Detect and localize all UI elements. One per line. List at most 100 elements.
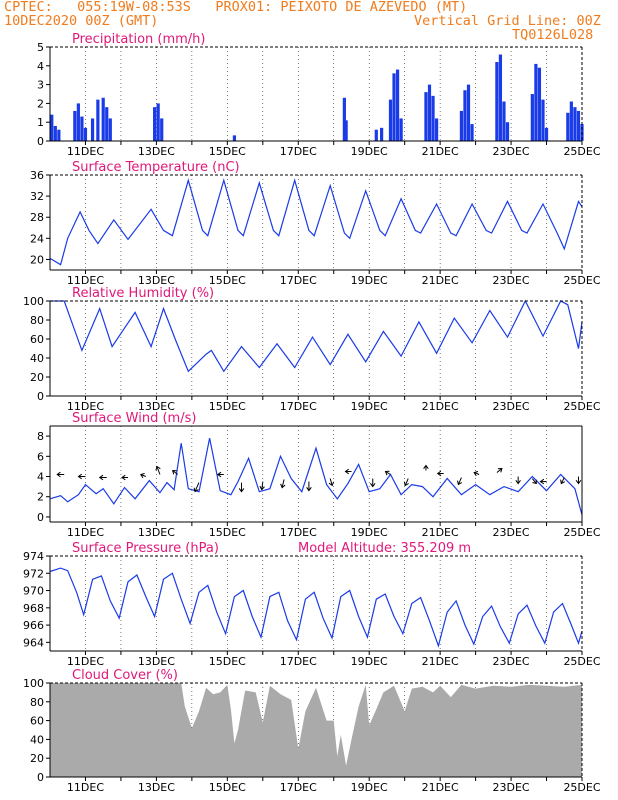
x-tick-label: 23DEC <box>493 274 530 287</box>
precip-bar <box>374 129 378 141</box>
wind-arrow-head <box>515 480 521 485</box>
precip-bar <box>73 110 77 141</box>
wind-arrow-head <box>403 481 409 487</box>
wind-arrow-head <box>328 481 335 487</box>
panel-1: 20 24 28 32 36 11DEC 13DEC 15DEC 17DEC 19DEC 21DEC… <box>30 160 601 287</box>
wind-arrow <box>560 477 565 484</box>
wind-arrow-head <box>77 473 82 480</box>
x-tick-label: 21DEC <box>422 526 459 539</box>
y-tick-label: 60 <box>30 333 44 346</box>
x-tick-label: 21DEC <box>422 655 459 668</box>
precip-bar <box>50 114 54 141</box>
x-tick-label: 13DEC <box>138 526 175 539</box>
wind-arrow <box>531 478 537 484</box>
x-tick-label: 19DEC <box>351 145 388 158</box>
x-tick-label: 11DEC <box>67 655 104 668</box>
wind-arrow-head <box>193 487 199 493</box>
wind-arrow-head <box>384 470 390 476</box>
wind-arrow-head <box>121 474 126 481</box>
header-grid-line: Vertical Grid Line: 00Z <box>414 13 601 29</box>
precip-bar <box>495 62 499 141</box>
precip-bar <box>427 84 432 141</box>
precip-bar <box>544 127 549 141</box>
x-tick-label: 15DEC <box>209 781 246 794</box>
x-tick-label: 11DEC <box>67 400 104 413</box>
precip-bar <box>463 90 467 141</box>
y-tick-label: 36 <box>30 169 44 182</box>
panel-title: Surface Wind (m/s) <box>72 411 196 426</box>
precip-bar <box>537 67 542 141</box>
header-date: 10DEC2020 00Z (GMT) <box>4 13 159 29</box>
x-tick-label: 25DEC <box>563 526 600 539</box>
precip-bar <box>470 124 474 141</box>
y-tick-label: 2 <box>37 491 44 504</box>
precip-bar <box>459 110 464 141</box>
wind-arrow <box>457 477 462 485</box>
wind-arrow <box>281 479 285 488</box>
x-tick-label: 15DEC <box>209 655 246 668</box>
x-tick-label: 13DEC <box>138 655 175 668</box>
precip-bar <box>498 54 503 141</box>
y-tick-label: 4 <box>37 60 44 73</box>
y-tick-label: 40 <box>30 733 44 746</box>
wind-arrow-head <box>560 479 566 485</box>
wind-arrow-head <box>155 465 161 471</box>
x-tick-label: 25DEC <box>563 145 600 158</box>
wind-arrow <box>496 468 503 473</box>
y-tick-label: 1 <box>37 116 44 129</box>
precip-bar <box>569 101 573 141</box>
precip-bar <box>153 107 157 141</box>
precip-bar <box>434 118 439 141</box>
y-tick-label: 40 <box>30 352 44 365</box>
panel-2: 0 20 40 60 80 100 11DEC 13DEC 15DEC 17DEC 19DEC 21D… <box>23 286 601 413</box>
x-tick-label: 17DEC <box>280 655 317 668</box>
precip-bar <box>80 116 84 141</box>
y-tick-label: 6 <box>37 450 44 463</box>
panel-title: Cloud Cover (%) <box>72 668 178 683</box>
series-line <box>49 567 583 648</box>
x-tick-label: 15DEC <box>209 274 246 287</box>
x-tick-label: 19DEC <box>351 400 388 413</box>
y-tick-label: 968 <box>23 602 44 615</box>
x-tick-label: 13DEC <box>138 274 175 287</box>
x-tick-label: 19DEC <box>351 781 388 794</box>
precip-bar <box>541 99 545 141</box>
y-tick-label: 970 <box>23 585 44 598</box>
series-line <box>49 178 583 266</box>
wind-arrow-head <box>497 467 503 473</box>
x-tick-label: 21DEC <box>422 274 459 287</box>
y-tick-label: 2 <box>37 97 44 110</box>
y-tick-label: 32 <box>30 190 44 203</box>
precip-bar <box>573 107 577 141</box>
panel-title: Precipitation (mm/h) <box>72 32 205 47</box>
y-tick-label: 4 <box>37 471 44 484</box>
x-tick-label: 17DEC <box>280 145 317 158</box>
wind-arrow-head <box>306 487 312 492</box>
panel-title: Surface Temperature (nC) <box>72 160 240 175</box>
wind-arrow-head <box>423 464 429 469</box>
panel-5: 0 20 40 60 80 100 11DEC 13DEC 15DEC 17DEC 19DEC 21D… <box>23 668 601 794</box>
x-tick-label: 19DEC <box>351 274 388 287</box>
precip-bar <box>342 97 346 141</box>
wind-arrow-head <box>259 485 265 491</box>
y-tick-label: 974 <box>23 550 44 563</box>
x-tick-label: 17DEC <box>280 274 317 287</box>
wind-arrow <box>404 478 409 486</box>
cloud-cover-area <box>50 683 582 777</box>
wind-arrow <box>172 470 178 475</box>
x-tick-label: 15DEC <box>209 526 246 539</box>
y-tick-label: 8 <box>37 430 44 443</box>
wind-arrow <box>329 478 333 486</box>
wind-arrow-head <box>56 471 61 478</box>
wind-arrow <box>261 481 264 490</box>
y-tick-label: 964 <box>23 636 44 649</box>
wind-arrow-head <box>172 469 177 475</box>
y-tick-label: 80 <box>30 696 44 709</box>
x-tick-label: 13DEC <box>138 400 175 413</box>
x-tick-label: 23DEC <box>493 400 530 413</box>
wind-arrow-head <box>436 470 442 477</box>
x-tick-label: 11DEC <box>67 781 104 794</box>
precip-bar <box>53 125 57 141</box>
x-tick-label: 21DEC <box>422 781 459 794</box>
